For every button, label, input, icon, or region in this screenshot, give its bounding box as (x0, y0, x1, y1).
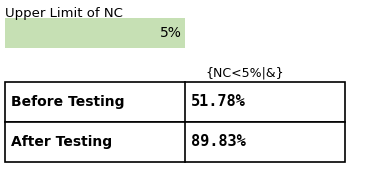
Text: 89.83%: 89.83% (191, 135, 246, 150)
Text: 5%: 5% (160, 26, 182, 40)
Text: 51.78%: 51.78% (191, 94, 246, 109)
Bar (5, 82, 345, 122)
Text: {NC<5%|&}: {NC<5%|&} (206, 66, 284, 79)
Text: Upper Limit of NC: Upper Limit of NC (5, 7, 123, 21)
Text: After Testing: After Testing (11, 135, 112, 149)
Text: Before Testing: Before Testing (11, 95, 125, 109)
Bar (5, 122, 345, 162)
Bar (5, 18, 185, 48)
